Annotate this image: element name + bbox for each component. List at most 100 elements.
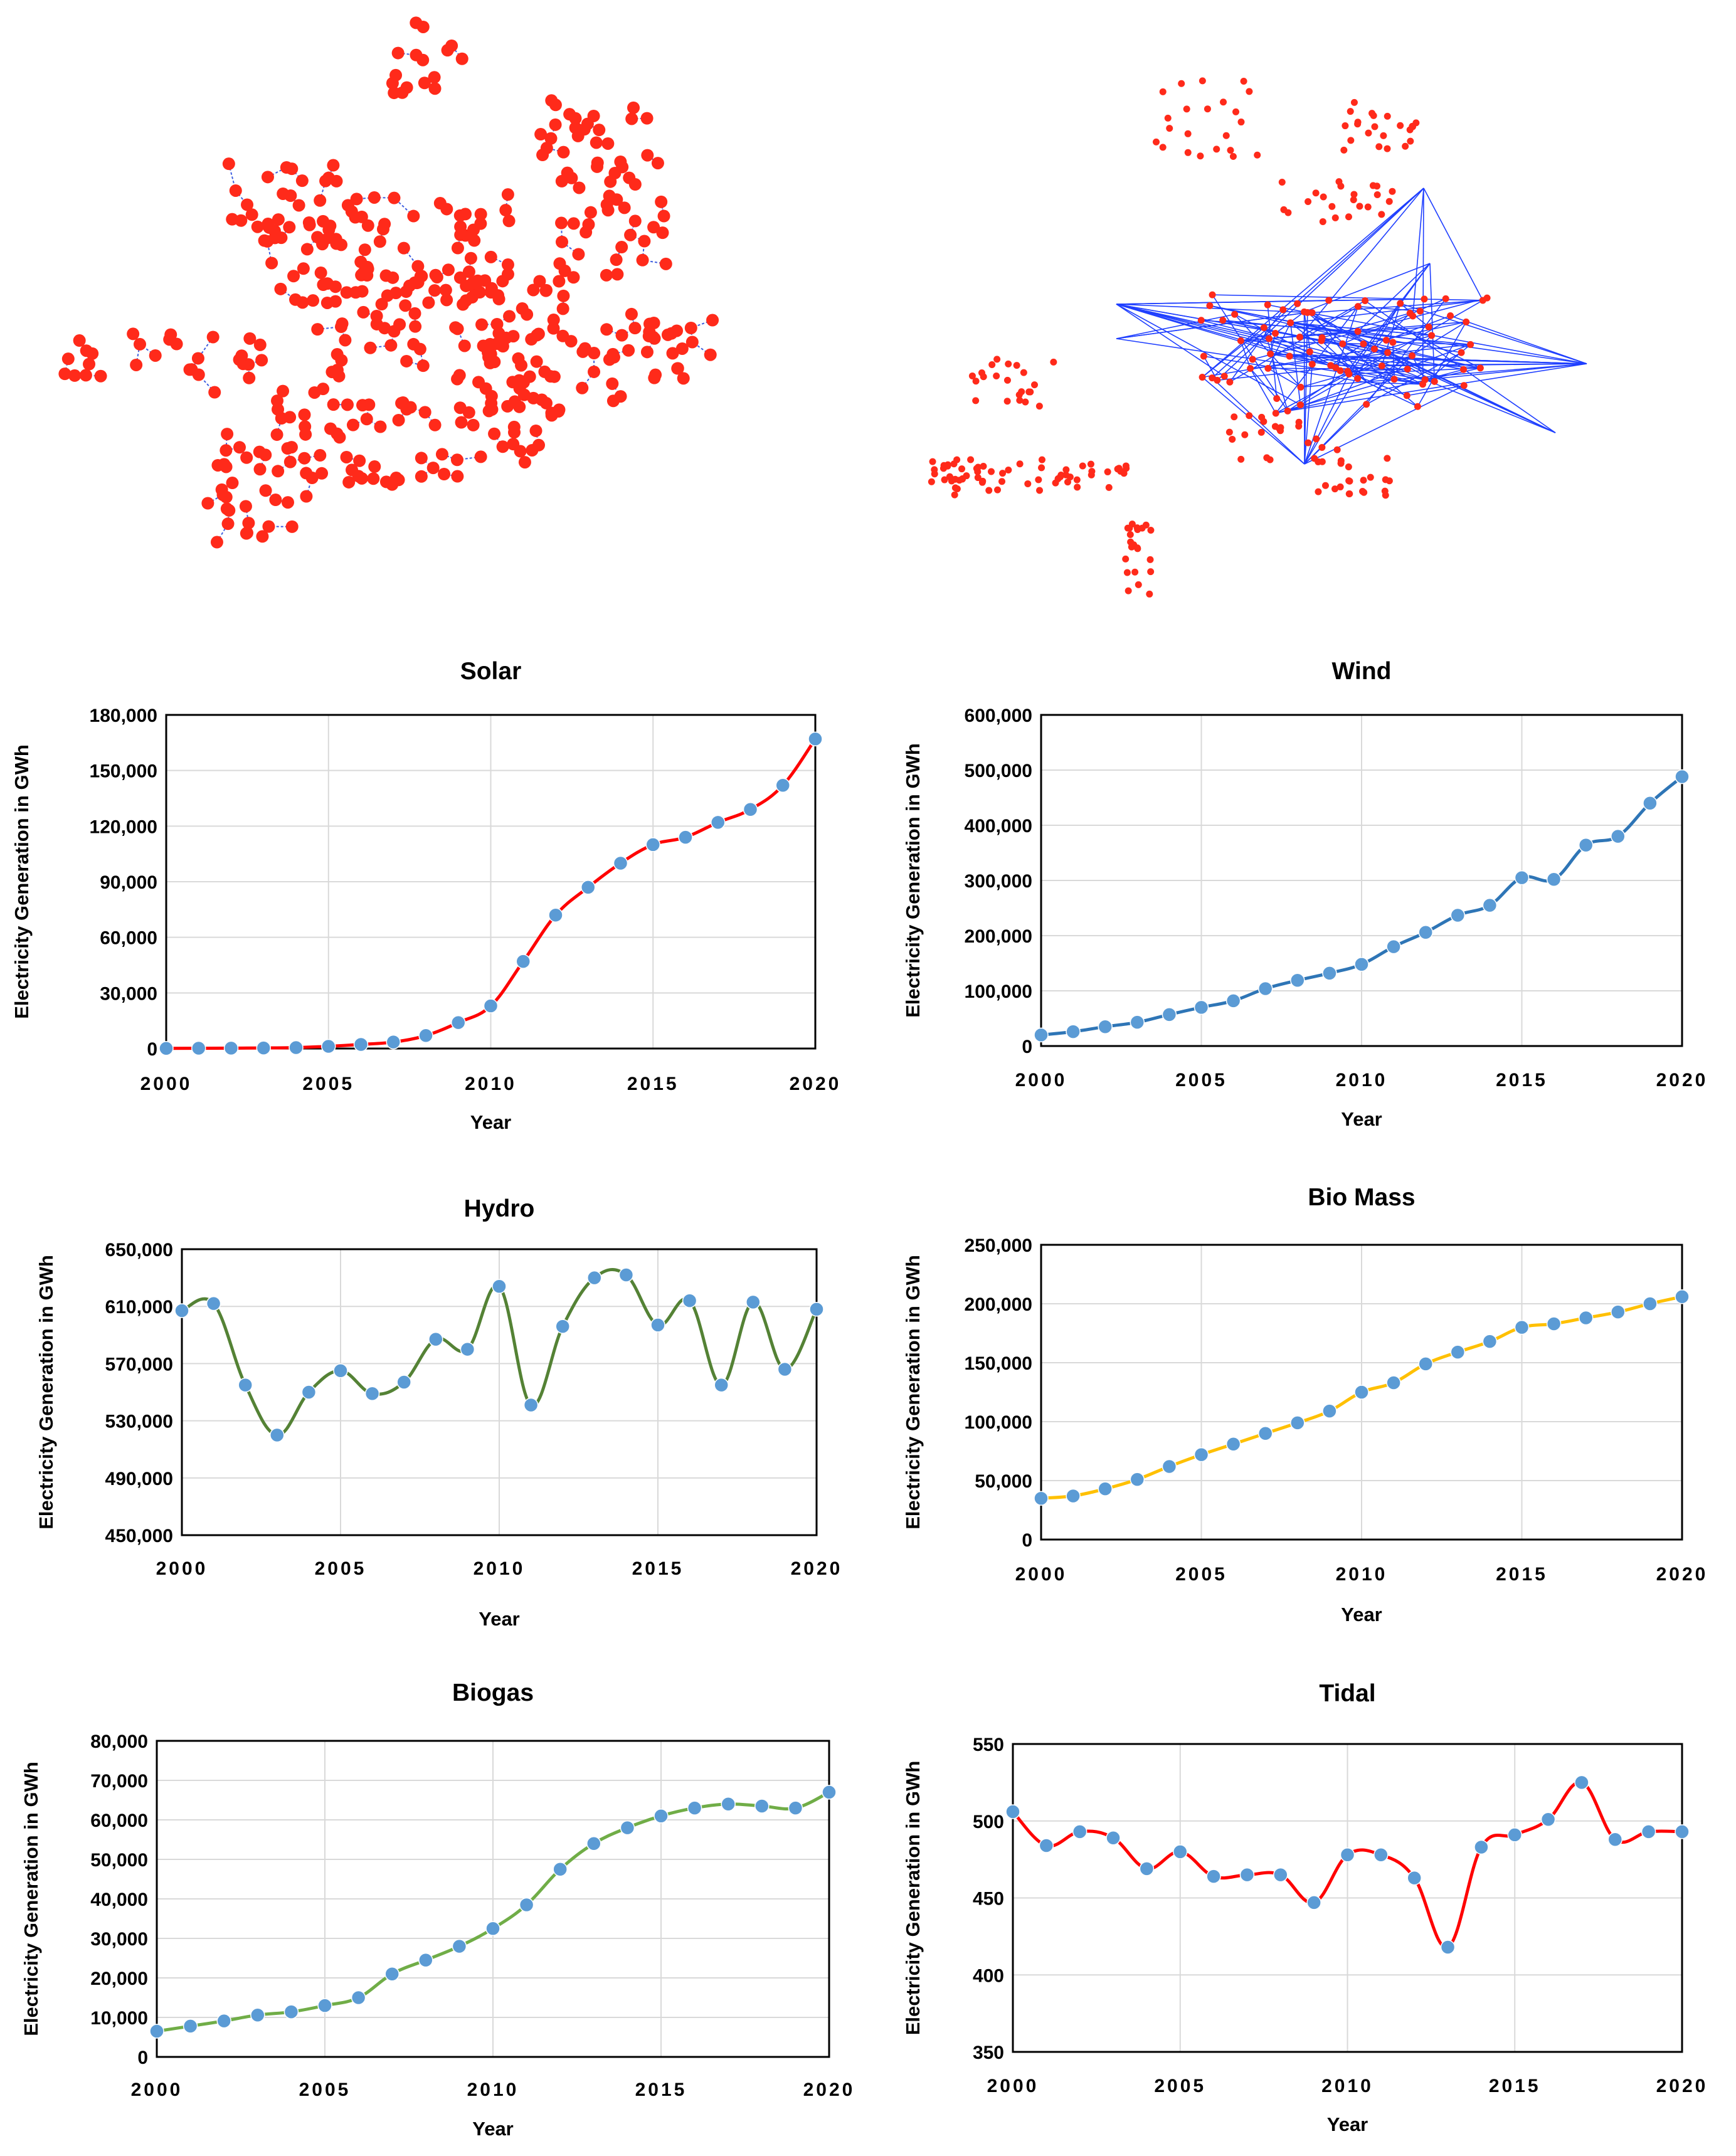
network-node: [1414, 403, 1421, 410]
network-edge: [561, 241, 580, 255]
network-node: [240, 527, 253, 540]
network-node: [467, 418, 480, 431]
network-node: [1018, 388, 1025, 396]
network-node: [1225, 428, 1233, 436]
network-node: [677, 372, 690, 385]
network-node: [547, 322, 560, 335]
network-node: [484, 250, 497, 263]
network-edge: [1367, 382, 1423, 385]
network-node: [485, 397, 498, 410]
network-node: [1147, 526, 1155, 534]
network-node: [356, 285, 369, 298]
data-point: [283, 2004, 299, 2019]
network-node: [474, 208, 487, 221]
y-tick-label: 530,000: [105, 1412, 173, 1432]
network-node: [490, 337, 504, 350]
network-node: [628, 322, 642, 335]
data-point: [1098, 1481, 1113, 1496]
network-node: [379, 475, 393, 489]
network-node: [1159, 88, 1167, 95]
y-axis-label: Electricity Generation in GWh: [35, 1255, 57, 1530]
network-edge: [1201, 319, 1382, 367]
data-point: [1290, 973, 1305, 988]
network-edge: [305, 477, 313, 497]
network-node: [1133, 544, 1141, 552]
network-node: [1397, 300, 1404, 307]
network-edge: [1217, 367, 1336, 381]
network-node: [951, 491, 958, 499]
network-node: [532, 438, 545, 452]
data-point: [1322, 966, 1337, 981]
network-edge: [1116, 312, 1308, 339]
network-node: [233, 353, 246, 366]
network-node: [1350, 98, 1358, 106]
network-node: [242, 517, 255, 530]
data-point: [555, 1319, 570, 1334]
network-node: [410, 48, 423, 61]
network-node: [1416, 307, 1424, 315]
network-node: [1378, 362, 1385, 370]
network-node: [1164, 114, 1172, 122]
network-node: [1003, 376, 1011, 384]
data-point: [1098, 1019, 1113, 1034]
network-node: [624, 228, 637, 241]
network-node: [445, 39, 458, 52]
network-node: [1367, 473, 1374, 481]
network-node: [488, 356, 501, 369]
network-node: [373, 235, 386, 248]
data-point: [1482, 897, 1498, 913]
network-node: [368, 191, 381, 204]
network-node: [1347, 108, 1354, 115]
network-node: [1339, 340, 1347, 347]
network-node: [1403, 392, 1410, 399]
y-tick-label: 20,000: [90, 1968, 148, 1989]
data-point: [1206, 1869, 1221, 1884]
network-node: [201, 497, 214, 510]
y-tick-label: 0: [1022, 1037, 1032, 1057]
x-tick-label: 2020: [803, 2079, 855, 2100]
network-node: [83, 357, 96, 371]
network-node: [1005, 466, 1012, 473]
network-node: [1249, 356, 1256, 363]
y-tick-label: 30,000: [90, 1929, 148, 1950]
network-node: [1318, 443, 1326, 451]
data-point: [183, 2019, 198, 2034]
network-node: [346, 463, 359, 477]
network-node: [317, 234, 331, 247]
network-edge: [1363, 321, 1466, 345]
network-node: [1016, 460, 1024, 468]
network-edge: [1217, 188, 1424, 381]
network-node: [555, 235, 568, 248]
y-tick-label: 80,000: [90, 1731, 148, 1752]
network-node: [527, 283, 540, 297]
chart-solar: Solar 0 30,000 60,000 90,000 120,000 150,000 18…: [11, 658, 839, 1133]
data-point: [1675, 769, 1690, 785]
network-node: [451, 470, 464, 483]
network-node: [1125, 587, 1132, 594]
chart-wind: Wind 0 100,000 200,000 300,000 400,000 500,000…: [902, 658, 1705, 1130]
network-node: [603, 189, 616, 203]
x-tick-label: 2010: [474, 1558, 526, 1579]
x-tick-label: 2005: [299, 2079, 351, 2100]
network-node: [1232, 108, 1240, 115]
network-edge: [1299, 300, 1365, 338]
network-node: [576, 381, 589, 394]
network-node: [584, 206, 597, 219]
network-node: [655, 195, 668, 208]
network-node: [1105, 484, 1113, 491]
network-edge: [642, 241, 645, 260]
data-point: [746, 1294, 761, 1310]
network-node: [1345, 371, 1353, 378]
network-node: [567, 217, 580, 230]
y-axis-label: Electricity Generation in GWh: [902, 1761, 924, 2036]
network-node: [521, 308, 534, 321]
network-node: [555, 216, 568, 230]
network-node: [285, 441, 298, 454]
network-node: [451, 322, 464, 336]
network-node: [400, 354, 413, 367]
network-node: [1016, 396, 1024, 404]
data-point: [1643, 1296, 1658, 1311]
network-node: [533, 275, 546, 288]
network-node: [223, 504, 236, 517]
network-node: [1318, 458, 1326, 465]
